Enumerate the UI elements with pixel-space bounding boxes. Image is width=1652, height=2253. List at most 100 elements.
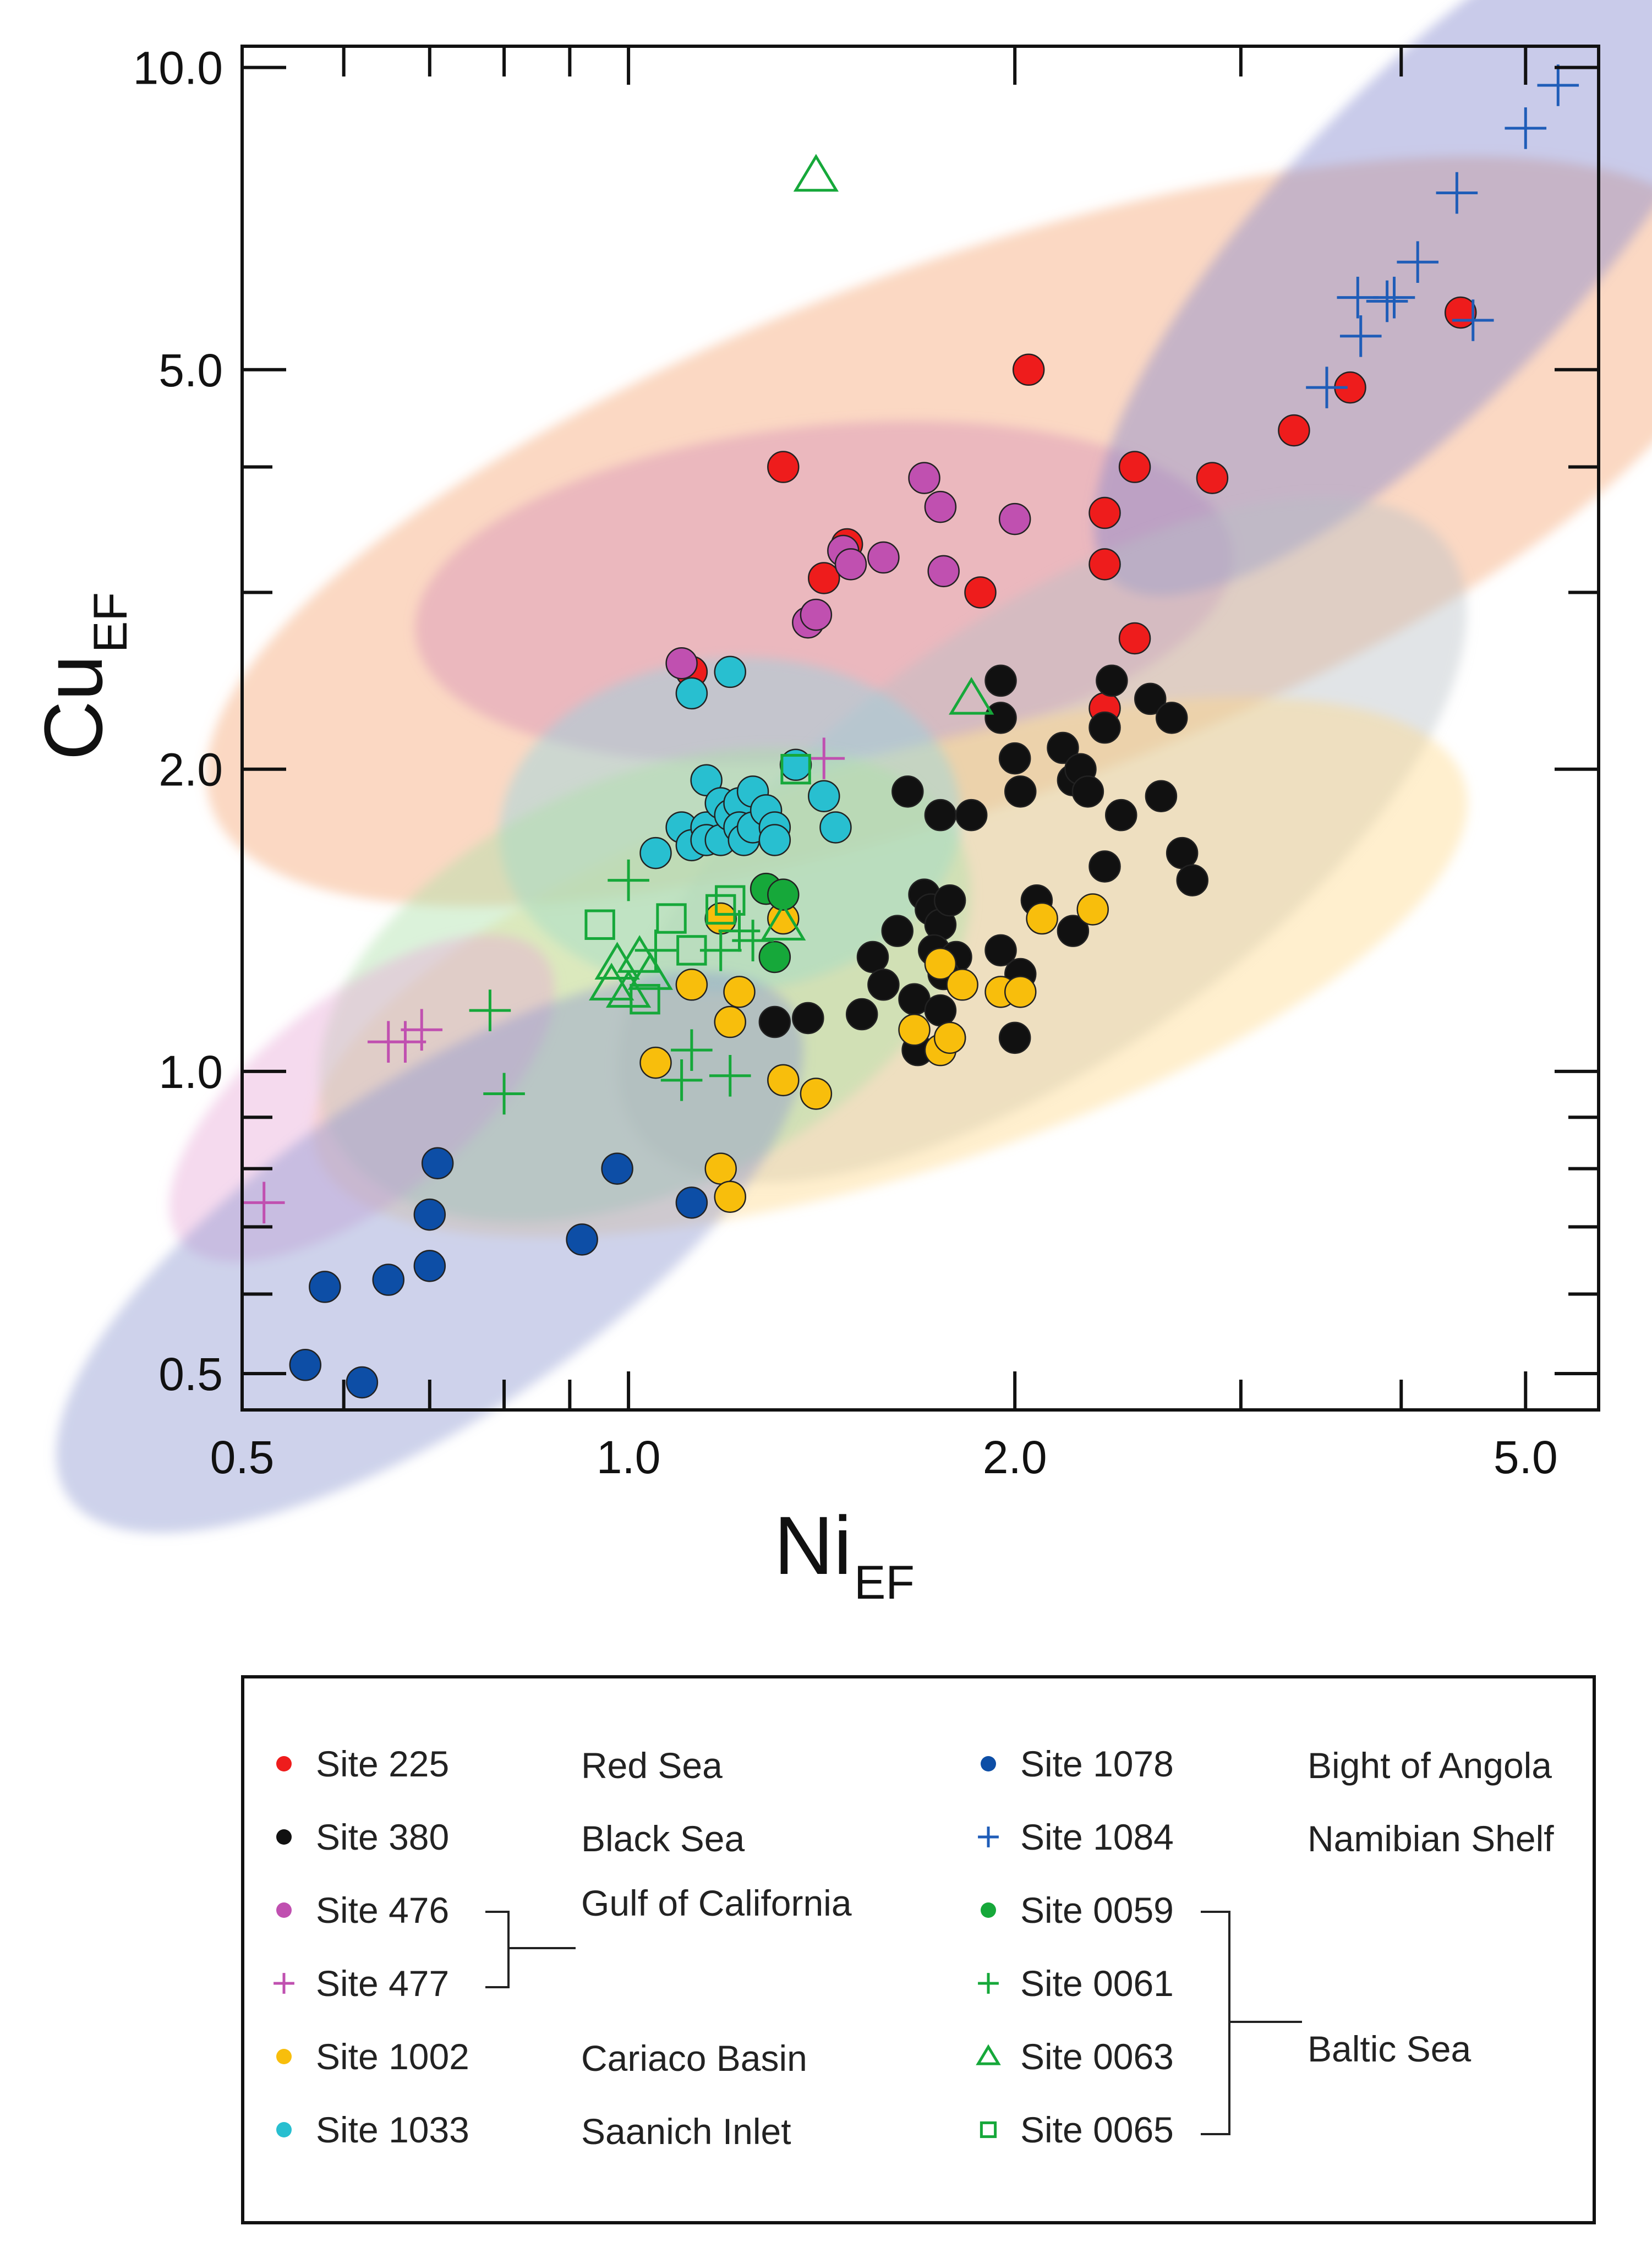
point-site-0061 xyxy=(671,1029,713,1071)
point-site-1033 xyxy=(639,836,672,870)
point-site-1033 xyxy=(808,780,840,812)
point-site-0065 xyxy=(584,909,615,940)
point-site-476 xyxy=(834,548,867,581)
point-site-225 xyxy=(1444,296,1477,329)
point-site-225 xyxy=(964,576,997,609)
point-site-1002 xyxy=(924,947,957,980)
x-tick-label: 2.0 xyxy=(983,1431,1047,1483)
point-site-380 xyxy=(1166,836,1199,870)
legend-region-namibian-shelf: Namibian Shelf xyxy=(1308,1818,1554,1859)
point-site-0059 xyxy=(758,940,791,974)
legend-entry-site-0059: Site 0059 xyxy=(971,1885,1174,1935)
point-site-1084 xyxy=(1366,280,1408,322)
point-site-380 xyxy=(881,915,913,947)
point-site-1002 xyxy=(1004,976,1037,1008)
legend-site-label: Site 1033 xyxy=(316,2109,469,2150)
legend-region-black-sea: Black Sea xyxy=(581,1818,745,1859)
point-site-0065 xyxy=(780,753,811,785)
legend-region-saanich-inlet: Saanich Inlet xyxy=(581,2111,791,2152)
y-tick-label: 5.0 xyxy=(158,344,223,396)
data-points xyxy=(243,64,1579,1399)
point-site-1078 xyxy=(413,1198,446,1231)
y-tick-label: 0.5 xyxy=(158,1348,223,1400)
point-site-380 xyxy=(924,799,957,832)
point-site-476 xyxy=(927,555,960,588)
y-tick-labels: 0.5 1.0 2.0 5.0 10.0 xyxy=(133,42,223,1400)
legend-site-label: Site 0061 xyxy=(1020,1963,1174,2004)
point-site-225 xyxy=(1012,353,1045,386)
point-site-0063 xyxy=(949,677,994,715)
legend-marker-shape xyxy=(976,2044,1001,2065)
point-site-1033 xyxy=(779,748,812,781)
legend-entry-site-380: Site 380 xyxy=(266,1812,449,1862)
point-site-1084 xyxy=(1339,315,1382,357)
x-tick-labels: 0.5 1.0 2.0 5.0 xyxy=(210,1431,1558,1483)
series-site-1084 xyxy=(1306,64,1579,408)
x-tick-label: 5.0 xyxy=(1494,1431,1558,1483)
legend-marker-plus-icon xyxy=(978,1973,999,1994)
point-site-225 xyxy=(1118,622,1151,655)
x-tick-label: 0.5 xyxy=(210,1431,275,1483)
legend-marker-shape xyxy=(980,2121,997,2139)
legend-marker-circle-icon xyxy=(276,1756,292,1771)
series-site-0065 xyxy=(584,753,811,1015)
legend-marker-shape xyxy=(276,1756,292,1771)
y-tick-label: 10.0 xyxy=(133,42,223,94)
point-site-476 xyxy=(665,647,698,680)
point-site-1084 xyxy=(1306,367,1348,408)
point-site-1084 xyxy=(1505,107,1547,149)
legend-marker-circle-icon xyxy=(276,1902,292,1918)
legend-marker-circle-icon xyxy=(981,1902,996,1918)
legend-bracket-baltic xyxy=(1201,1911,1230,2135)
legend: Site 225 Red Sea Site 380 Black Sea Site 476… xyxy=(241,1675,1596,2224)
point-site-1002 xyxy=(1076,893,1109,926)
legend-marker-shape xyxy=(276,1902,292,1918)
legend-marker-circle-icon xyxy=(981,1756,996,1771)
legend-entry-site-1002: Site 1002 xyxy=(266,2032,469,2081)
series-site-0063 xyxy=(589,154,994,1008)
point-site-0063 xyxy=(594,942,640,980)
legend-entry-site-477: Site 477 xyxy=(266,1959,449,2008)
legend-entry-site-0065: Site 0065 xyxy=(971,2105,1174,2154)
point-site-380 xyxy=(1004,775,1037,808)
point-site-1084 xyxy=(1397,241,1438,283)
point-site-476 xyxy=(800,598,833,631)
point-site-1078 xyxy=(675,1186,708,1219)
point-site-1084 xyxy=(1452,299,1494,341)
point-site-0061 xyxy=(709,1054,751,1097)
point-site-0061 xyxy=(660,1059,703,1101)
legend-marker-shape xyxy=(273,1973,294,1994)
legend-site-label: Site 0059 xyxy=(1020,1890,1174,1931)
point-site-380 xyxy=(792,1002,824,1035)
point-site-225 xyxy=(767,451,800,483)
point-site-0063 xyxy=(793,154,839,192)
axis-ticks xyxy=(240,46,1599,1410)
ellipse-namibian-shelf-field xyxy=(1093,0,1652,596)
point-site-380 xyxy=(1096,664,1128,697)
point-site-380 xyxy=(758,1005,791,1038)
point-site-380 xyxy=(984,934,1017,967)
point-site-1033 xyxy=(690,764,723,796)
point-site-476 xyxy=(998,502,1031,535)
legend-marker-plus-icon xyxy=(978,1827,999,1847)
point-site-0065 xyxy=(705,894,736,925)
point-site-0061 xyxy=(483,1073,525,1115)
legend-marker-square-icon xyxy=(980,2121,997,2139)
point-site-1078 xyxy=(346,1366,379,1399)
point-site-1078 xyxy=(372,1264,404,1296)
legend-marker-shape xyxy=(981,1756,996,1771)
legend-marker-shape xyxy=(276,1829,292,1845)
point-site-1002 xyxy=(714,1180,747,1213)
legend-site-label: Site 380 xyxy=(316,1817,450,1857)
point-site-1084 xyxy=(1373,276,1415,319)
point-site-1002 xyxy=(675,969,708,1001)
point-site-380 xyxy=(924,994,957,1027)
point-site-1033 xyxy=(714,655,747,688)
legend-marker-shape xyxy=(978,1827,999,1847)
point-site-225 xyxy=(1278,414,1310,447)
y-axis-label-subscript: EF xyxy=(84,592,137,653)
point-site-1078 xyxy=(601,1152,633,1185)
point-site-1078 xyxy=(289,1349,322,1381)
point-site-225 xyxy=(1118,451,1151,483)
legend-site-label: Site 476 xyxy=(316,1890,450,1931)
